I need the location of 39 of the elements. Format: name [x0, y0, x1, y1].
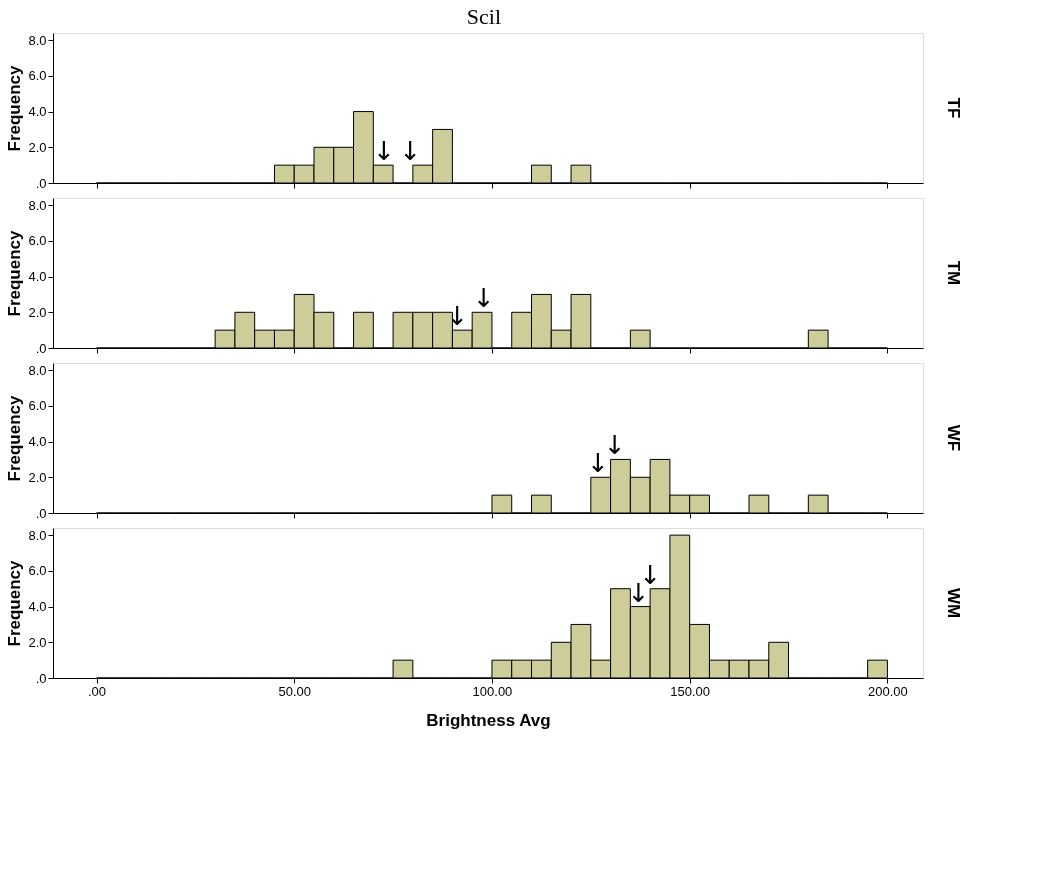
y-tick-label: 4.0: [28, 434, 47, 450]
y2-axis-title: TM: [944, 260, 963, 286]
y-tick-label: 8.0: [28, 197, 47, 213]
y-tick-label: 2.0: [28, 634, 47, 650]
y-tick-label: 4.0: [28, 104, 47, 120]
y-axis-title: Frequency: [5, 64, 25, 152]
y-tick-label: 2.0: [28, 139, 47, 155]
y2-axis-title: WM: [944, 587, 963, 619]
y-tick-label: 2.0: [28, 304, 47, 320]
y-tick-label: .0: [35, 340, 47, 356]
annotation: ↓: [373, 136, 395, 167]
y-tick-label: 6.0: [28, 68, 47, 84]
y-tick-label: 8.0: [28, 362, 47, 378]
x-tick-label: .00: [87, 683, 107, 699]
y-tick-label: 8.0: [28, 32, 47, 48]
y-tick-label: 4.0: [28, 599, 47, 615]
x-tick-label: 50.00: [278, 683, 311, 699]
y-tick-label: 6.0: [28, 398, 47, 414]
y2-axis-title: WF: [944, 424, 963, 452]
y-tick-label: .0: [35, 175, 47, 191]
y-tick-label: .0: [35, 670, 47, 686]
y2-axis-title: TF: [944, 97, 963, 119]
x-axis-title: Brightness Avg: [426, 710, 551, 730]
x-tick-label: 150.00: [670, 683, 711, 699]
y-tick-label: 4.0: [28, 269, 47, 285]
annotation: ↓: [399, 136, 421, 167]
chart-title: Scil: [466, 3, 502, 29]
y-axis-title: Frequency: [5, 559, 25, 647]
y-axis-title: Frequency: [5, 229, 25, 317]
y-tick-label: .0: [35, 505, 47, 521]
y-tick-label: 2.0: [28, 469, 47, 485]
annotation: ↓: [472, 283, 495, 314]
annotation: ↓: [446, 301, 469, 332]
y-tick-label: 6.0: [28, 233, 47, 249]
y-tick-label: 8.0: [28, 527, 47, 543]
x-tick-label: 200.00: [868, 683, 908, 699]
y-axis-title: Frequency: [5, 394, 25, 482]
x-tick-label: 100.00: [472, 683, 513, 699]
y-tick-label: 6.0: [28, 563, 47, 579]
